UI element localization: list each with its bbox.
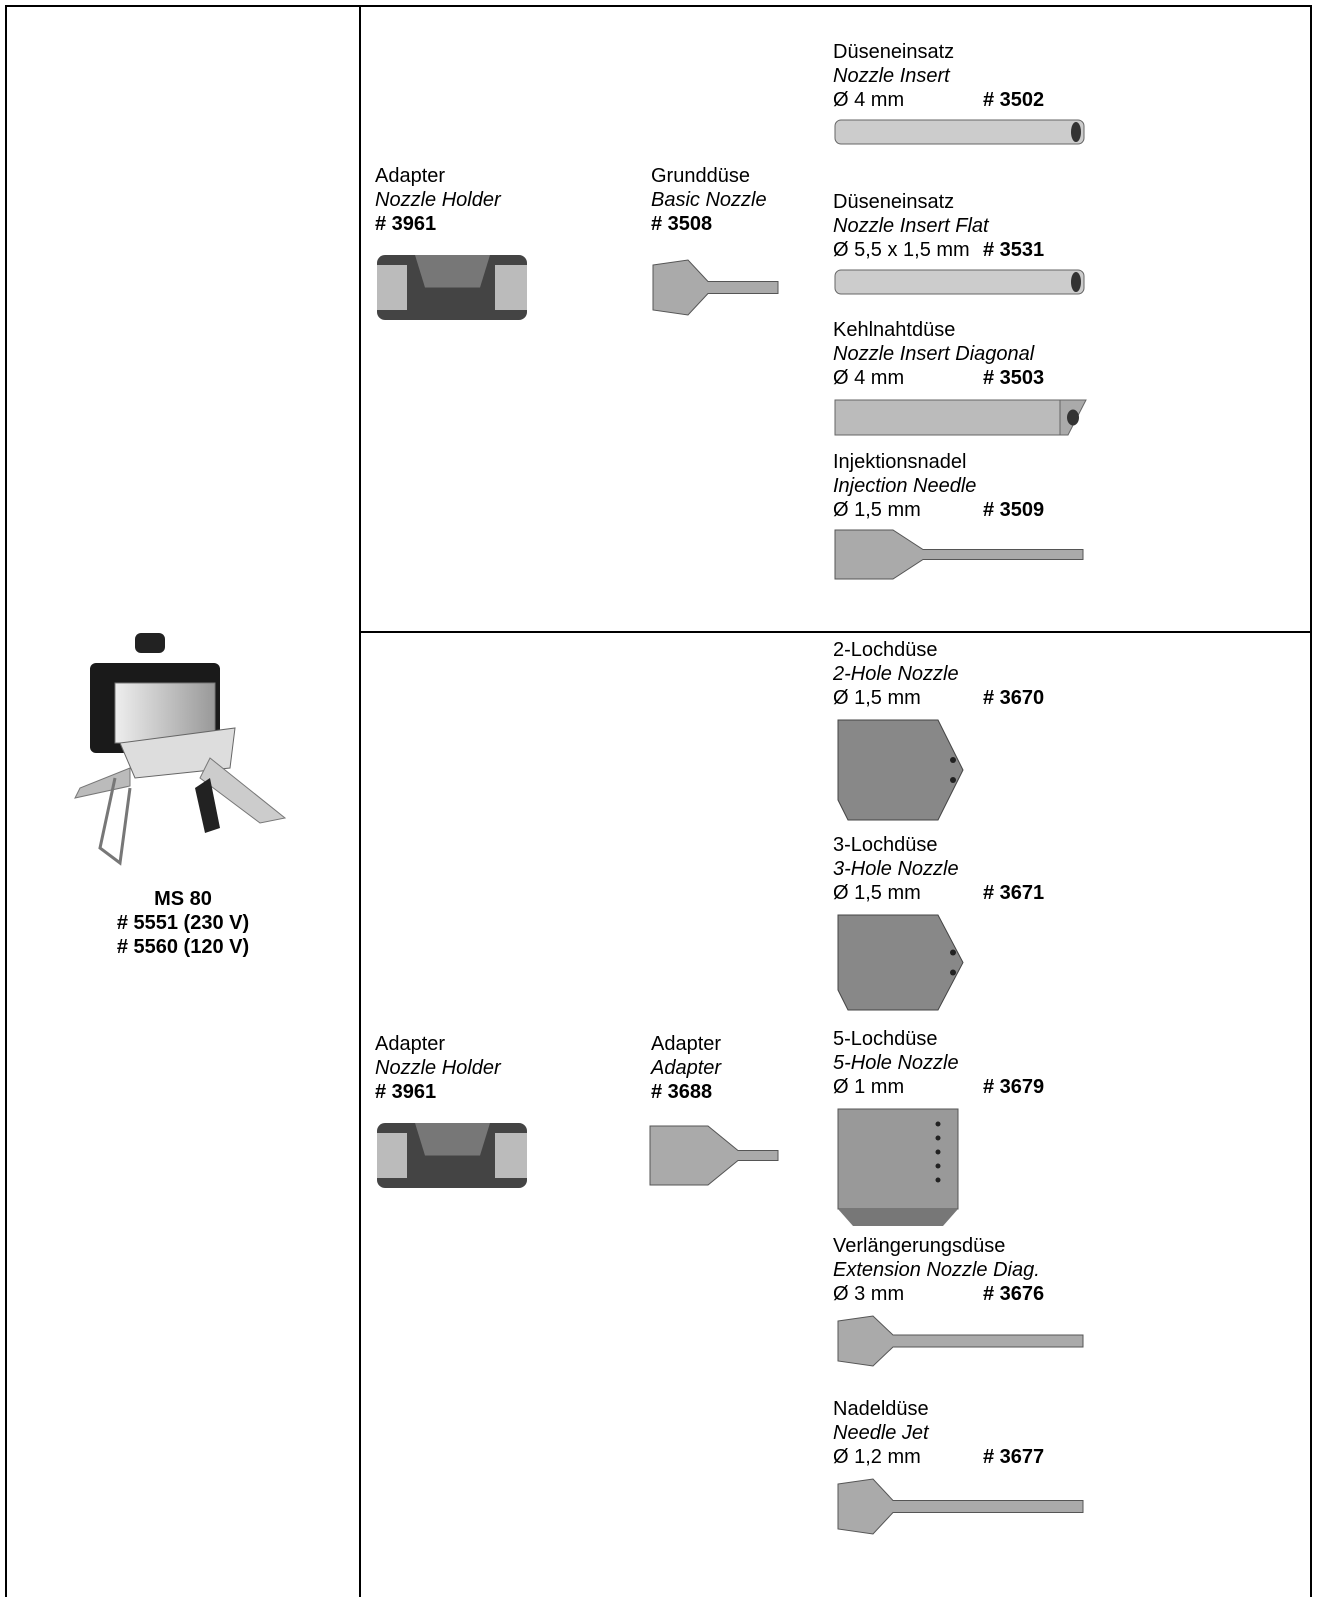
- name-en: Basic Nozzle: [651, 189, 767, 211]
- part-code: # 3676: [983, 1283, 1045, 1305]
- name-de: Düseneinsatz: [833, 41, 955, 63]
- device-code: # 5560 (120 V): [116, 936, 250, 958]
- part-image: [837, 1108, 959, 1226]
- part-code: # 3502: [983, 89, 1045, 111]
- part-image: [834, 399, 1087, 436]
- size-line: Ø 4 mm # 3502: [833, 88, 1044, 112]
- size: Ø 1,5 mm: [833, 687, 921, 709]
- size: Ø 1 mm: [833, 1076, 905, 1098]
- part-image: [652, 259, 779, 316]
- part-image: [834, 269, 1085, 295]
- name-de: Adapter: [375, 165, 446, 187]
- name-en: 5-Hole Nozzle: [833, 1052, 959, 1074]
- part-image: [837, 719, 964, 821]
- nozzle-info: Düseneinsatz Nozzle Insert Ø 4 mm # 3502: [833, 40, 1044, 112]
- name-en: 2-Hole Nozzle: [833, 663, 959, 685]
- border: [359, 5, 361, 1597]
- name-en: Needle Jet: [833, 1422, 929, 1444]
- name-en: 3-Hole Nozzle: [833, 858, 959, 880]
- nozzle-info: Düseneinsatz Nozzle Insert Flat Ø 5,5 x 1,…: [833, 190, 1044, 262]
- name-en: Nozzle Insert Flat: [833, 215, 989, 237]
- device-info: MS 80 # 5551 (230 V) # 5560 (120 V): [7, 887, 359, 959]
- name-de: Adapter: [375, 1033, 446, 1055]
- part-image: [837, 1315, 1084, 1367]
- part-image: [837, 914, 964, 1011]
- part-image: [377, 255, 527, 320]
- size: Ø 1,5 mm: [833, 499, 921, 521]
- part-code: # 3679: [983, 1076, 1045, 1098]
- nozzle-info: 5-Lochdüse 5-Hole Nozzle Ø 1 mm # 3679: [833, 1027, 1044, 1099]
- name-en: Nozzle Holder: [375, 1057, 501, 1079]
- nozzle-info: Injektionsnadel Injection Needle Ø 1,5 mm #…: [833, 450, 1044, 522]
- size-line: Ø 1 mm # 3679: [833, 1075, 1044, 1099]
- nozzle-info: 3-Lochdüse 3-Hole Nozzle Ø 1,5 mm # 3671: [833, 833, 1044, 905]
- name-en: Adapter: [651, 1057, 722, 1079]
- device-name: MS 80: [154, 888, 212, 910]
- adapter-info: Adapter Nozzle Holder # 3961: [375, 1032, 501, 1104]
- size: Ø 4 mm: [833, 89, 905, 111]
- part-code: # 3531: [983, 239, 1045, 261]
- name-de: 5-Lochdüse: [833, 1028, 938, 1050]
- size: Ø 3 mm: [833, 1283, 905, 1305]
- part-code: # 3677: [983, 1446, 1045, 1468]
- device-code: # 5551 (230 V): [116, 912, 250, 934]
- part-image: [834, 119, 1085, 145]
- border: [5, 5, 7, 1597]
- part-code: # 3508: [651, 213, 713, 235]
- part-image: [377, 1123, 527, 1188]
- part-code: # 3688: [651, 1081, 713, 1103]
- nozzle-info: 2-Lochdüse 2-Hole Nozzle Ø 1,5 mm # 3670: [833, 638, 1044, 710]
- size: Ø 4 mm: [833, 367, 905, 389]
- name-de: Adapter: [651, 1033, 722, 1055]
- name-de: Nadeldüse: [833, 1398, 929, 1420]
- size-line: Ø 3 mm # 3676: [833, 1282, 1044, 1306]
- name-de: Verlängerungsdüse: [833, 1235, 1006, 1257]
- size-line: Ø 1,5 mm # 3671: [833, 881, 1044, 905]
- name-de: 2-Lochdüse: [833, 639, 938, 661]
- base-info: Adapter Adapter # 3688: [651, 1032, 721, 1104]
- nozzle-info: Kehlnahtdüse Nozzle Insert Diagonal Ø 4 mm…: [833, 318, 1044, 390]
- border: [1310, 5, 1312, 1597]
- name-en: Nozzle Insert Diagonal: [833, 343, 1035, 365]
- name-de: Grunddüse: [651, 165, 750, 187]
- device-image: [74, 633, 287, 866]
- part-code: # 3961: [375, 1081, 437, 1103]
- part-image: [834, 529, 1084, 580]
- base-info: Grunddüse Basic Nozzle # 3508: [651, 164, 767, 236]
- border: [5, 5, 1312, 7]
- name-en: Nozzle Insert: [833, 65, 950, 87]
- border: [359, 631, 1312, 633]
- part-image: [649, 1125, 779, 1186]
- name-de: Injektionsnadel: [833, 451, 967, 473]
- name-de: Düseneinsatz: [833, 191, 955, 213]
- part-code: # 3961: [375, 213, 437, 235]
- part-image: [837, 1478, 1084, 1535]
- size-line: Ø 5,5 x 1,5 mm # 3531: [833, 238, 1044, 262]
- name-de: 3-Lochdüse: [833, 834, 938, 856]
- part-code: # 3509: [983, 499, 1045, 521]
- size: Ø 1,2 mm: [833, 1446, 921, 1468]
- adapter-info: Adapter Nozzle Holder # 3961: [375, 164, 501, 236]
- size: Ø 5,5 x 1,5 mm: [833, 239, 970, 261]
- size-line: Ø 1,5 mm # 3509: [833, 498, 1044, 522]
- part-code: # 3503: [983, 367, 1045, 389]
- size-line: Ø 4 mm # 3503: [833, 366, 1044, 390]
- part-code: # 3671: [983, 882, 1045, 904]
- size: Ø 1,5 mm: [833, 882, 921, 904]
- nozzle-info: Nadeldüse Needle Jet Ø 1,2 mm # 3677: [833, 1397, 1044, 1469]
- name-de: Kehlnahtdüse: [833, 319, 956, 341]
- name-en: Extension Nozzle Diag.: [833, 1259, 1040, 1281]
- nozzle-info: Verlängerungsdüse Extension Nozzle Diag. Ø…: [833, 1234, 1044, 1306]
- size-line: Ø 1,2 mm # 3677: [833, 1445, 1044, 1469]
- name-en: Nozzle Holder: [375, 189, 501, 211]
- name-en: Injection Needle: [833, 475, 977, 497]
- part-code: # 3670: [983, 687, 1045, 709]
- size-line: Ø 1,5 mm # 3670: [833, 686, 1044, 710]
